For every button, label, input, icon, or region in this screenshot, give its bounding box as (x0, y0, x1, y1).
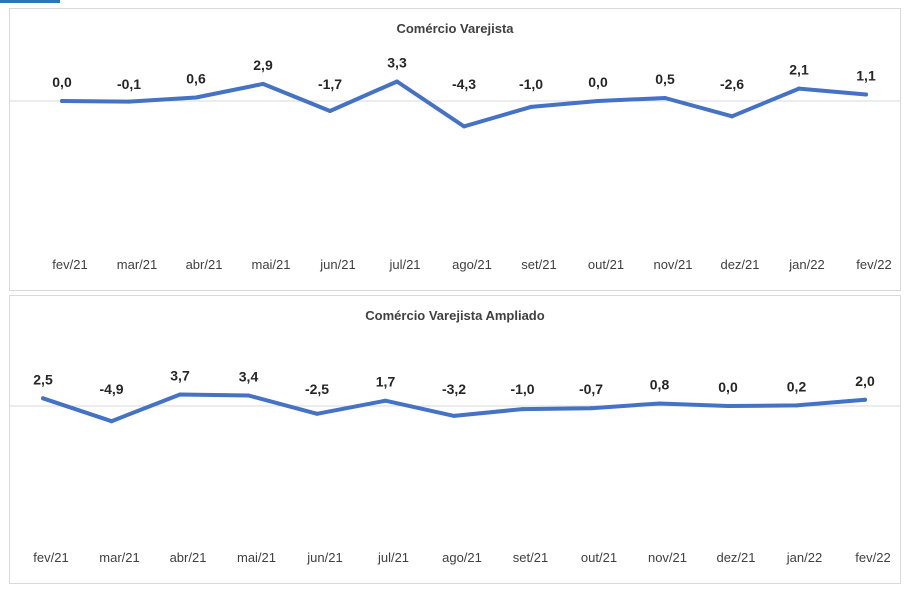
top-left-accent-mark (0, 0, 60, 3)
data-label: 0,0 (52, 74, 72, 90)
chart-title: Comércio Varejista (396, 21, 514, 36)
data-label: 0,6 (186, 70, 206, 86)
data-point (520, 407, 525, 412)
x-tick-label: nov/21 (648, 550, 687, 565)
data-label: -2,5 (305, 381, 329, 397)
data-label: 3,3 (387, 55, 407, 71)
data-point (127, 99, 131, 104)
data-point (864, 92, 868, 97)
data-label: 3,4 (239, 368, 259, 384)
x-tick-label: fev/22 (855, 550, 890, 565)
data-point (589, 406, 593, 411)
data-label: 0,0 (588, 74, 608, 90)
chart-panel-comercio-varejista: Comércio Varejista 0,0 fev/21 -0,1 mar/21 0,… (9, 8, 901, 291)
data-label: 1,1 (856, 68, 876, 84)
data-point (109, 419, 114, 424)
data-point (452, 413, 456, 418)
x-tick-label: abr/21 (186, 257, 223, 272)
chart-panel-comercio-varejista-ampliado: Comércio Varejista Ampliado 2,5 fev/21 -4,… (9, 295, 901, 584)
x-tick-label: fev/21 (33, 550, 68, 565)
data-point (383, 398, 388, 403)
data-label: -1,7 (318, 76, 342, 92)
chart-title: Comércio Varejista Ampliado (365, 308, 545, 323)
x-tick-label: mai/21 (237, 550, 276, 565)
data-point (596, 99, 600, 103)
x-tick-label: jan/22 (786, 550, 822, 565)
data-point (328, 109, 332, 114)
x-tick-label: out/21 (588, 257, 624, 272)
x-tick-label: jan/22 (788, 257, 824, 272)
data-label: -1,0 (510, 381, 534, 397)
x-tick-label: mai/21 (251, 257, 290, 272)
data-label: 2,0 (855, 373, 875, 389)
data-label: 0,5 (655, 71, 675, 87)
data-label: -4,3 (452, 76, 476, 92)
x-tick-label: mar/21 (99, 550, 139, 565)
x-tick-label: set/21 (521, 257, 556, 272)
x-tick-label: jun/21 (319, 257, 355, 272)
line-chart-comercio-varejista-ampliado: 2,5 fev/21 -4,9 mar/21 3,7 abr/21 3,4 mai/21 -2,… (10, 368, 900, 565)
data-label: -4,9 (99, 381, 123, 397)
data-label: -0,1 (117, 76, 141, 92)
x-tick-label: mar/21 (117, 257, 157, 272)
x-tick-label: jun/21 (306, 550, 342, 565)
data-point (657, 401, 662, 406)
data-point (462, 124, 466, 129)
x-tick-label: jul/21 (377, 550, 409, 565)
data-label: 0,2 (787, 378, 807, 394)
data-point (797, 86, 801, 91)
x-tick-label: dez/21 (716, 550, 755, 565)
line-chart-comercio-varejista: 0,0 fev/21 -0,1 mar/21 0,6 abr/21 2,9 mai/21 -1,… (10, 55, 900, 272)
data-point (60, 99, 64, 103)
data-label: 0,0 (718, 379, 738, 395)
data-label: 3,7 (170, 368, 190, 384)
x-tick-label: ago/21 (442, 550, 482, 565)
x-tick-label: set/21 (513, 550, 548, 565)
data-point (726, 404, 730, 408)
data-label: 2,9 (253, 57, 273, 73)
data-point (41, 396, 45, 401)
data-label: -3,2 (442, 381, 466, 397)
data-label: 2,5 (33, 371, 53, 387)
x-tick-label: out/21 (581, 550, 617, 565)
data-point (730, 114, 734, 119)
data-point (315, 411, 319, 416)
data-point (246, 393, 251, 398)
data-label: 2,1 (789, 62, 809, 78)
x-tick-label: fev/21 (52, 257, 87, 272)
x-tick-label: fev/22 (856, 257, 891, 272)
data-label: -1,0 (519, 76, 543, 92)
x-tick-label: jul/21 (388, 257, 420, 272)
data-point (529, 104, 533, 109)
data-point (178, 392, 182, 397)
data-point (395, 79, 399, 84)
data-point (663, 96, 667, 101)
data-label: -2,6 (720, 76, 744, 92)
data-point (261, 81, 265, 86)
x-tick-label: abr/21 (170, 550, 207, 565)
data-point (863, 397, 867, 402)
x-tick-label: ago/21 (452, 257, 492, 272)
x-tick-label: dez/21 (720, 257, 759, 272)
x-tick-label: nov/21 (653, 257, 692, 272)
data-point (194, 95, 198, 100)
data-point (794, 403, 799, 408)
data-label: 1,7 (376, 374, 396, 390)
data-label: 0,8 (650, 377, 670, 393)
data-label: -0,7 (579, 381, 603, 397)
